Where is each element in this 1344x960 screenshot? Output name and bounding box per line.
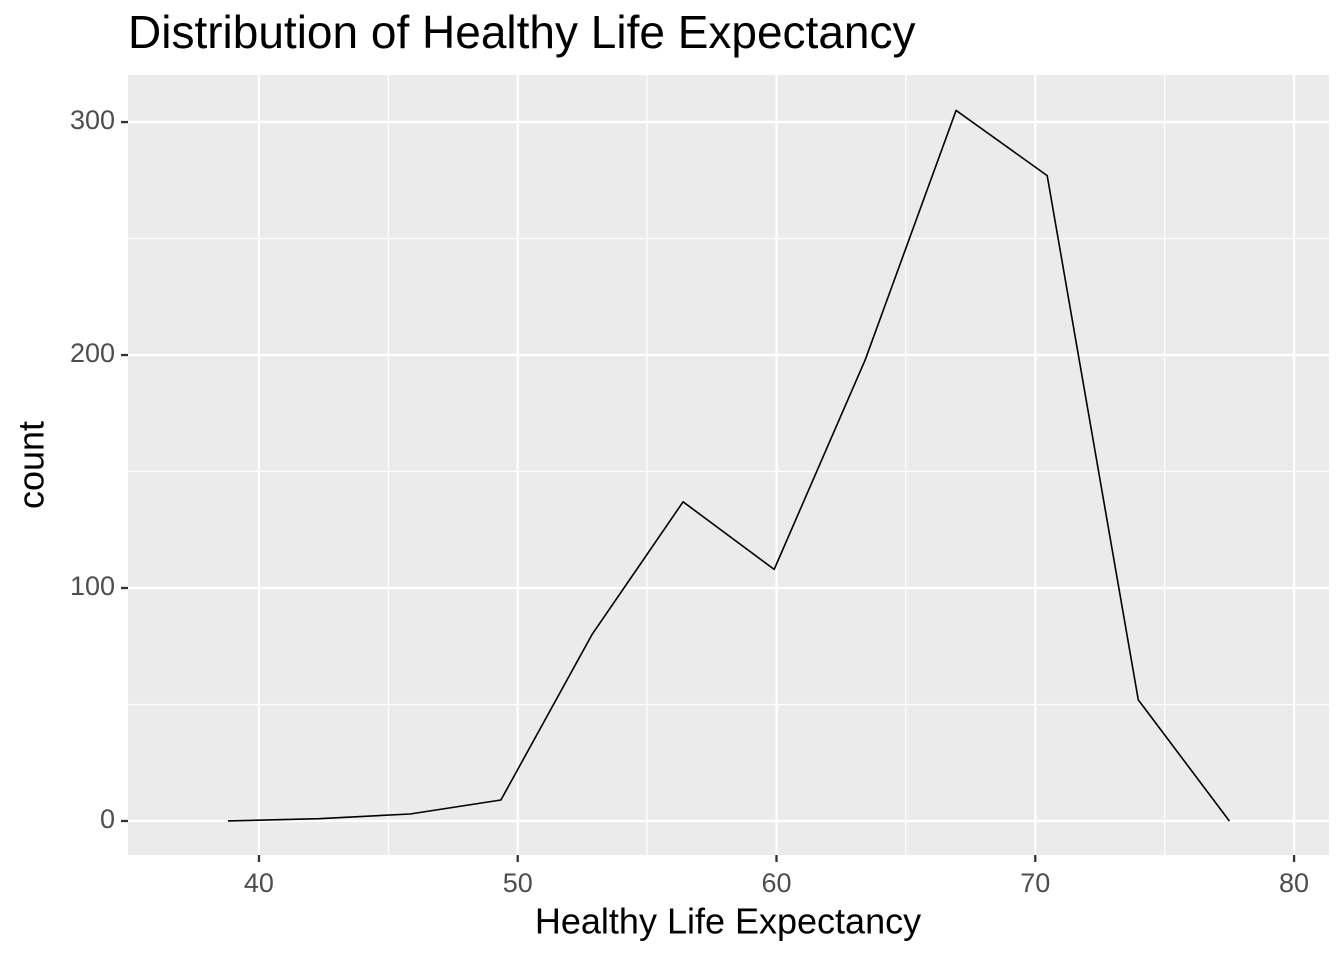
y-tick-label: 200 [70, 338, 115, 368]
chart-title: Distribution of Healthy Life Expectancy [128, 6, 916, 58]
y-tick-label: 300 [70, 105, 115, 135]
line [227, 109, 1231, 822]
x-tick-label: 80 [1279, 868, 1309, 898]
y-tick-label: 0 [100, 804, 115, 834]
y-axis-label: count [11, 421, 52, 509]
panel-background [128, 75, 1329, 855]
y-tick-label: 100 [70, 571, 115, 601]
x-tick-label: 70 [1020, 868, 1050, 898]
x-axis-label: Healthy Life Expectancy [535, 901, 921, 942]
x-tick-label: 50 [503, 868, 533, 898]
x-tick-label: 40 [244, 868, 274, 898]
x-tick-label: 60 [761, 868, 791, 898]
grid [128, 75, 1329, 855]
marks [227, 109, 1231, 822]
